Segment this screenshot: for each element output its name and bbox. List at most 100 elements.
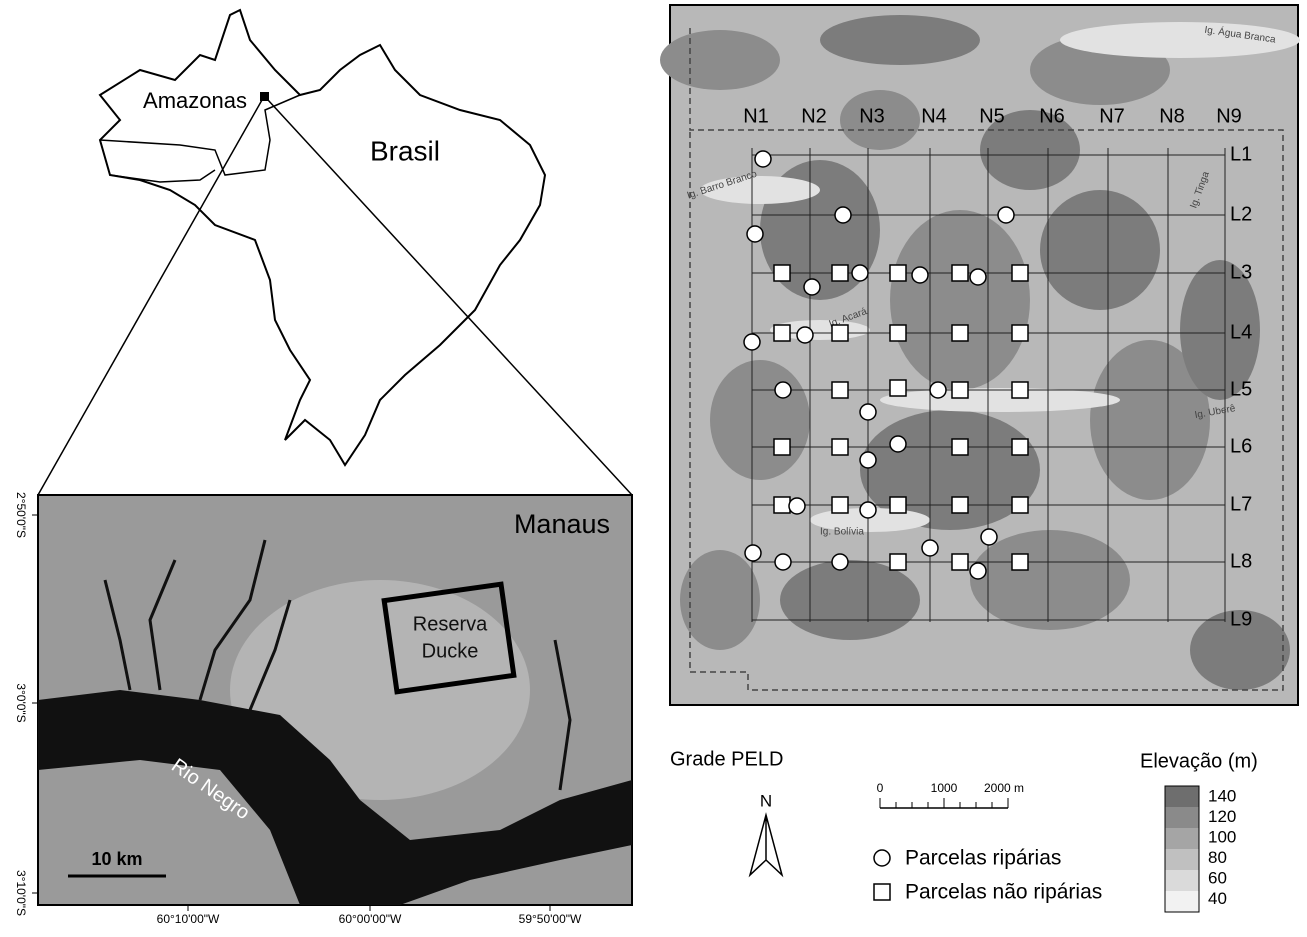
row-label: L8 [1230, 550, 1252, 572]
elevation-band [1165, 870, 1199, 891]
elevation-band [1165, 891, 1199, 912]
plot-riparian [970, 563, 986, 579]
plot-non-riparian [1012, 382, 1028, 398]
north-arrow [750, 815, 782, 875]
plot-riparian [912, 267, 928, 283]
plot-non-riparian [952, 497, 968, 513]
city-label: Manaus [514, 509, 610, 539]
high-terrain [780, 560, 920, 640]
row-label: L6 [1230, 435, 1252, 457]
plot-riparian [860, 502, 876, 518]
stream-label: Ig. Bolívia [820, 527, 864, 538]
plot-riparian [930, 382, 946, 398]
plot-non-riparian [890, 380, 906, 396]
elevation-label: 120 [1208, 807, 1236, 826]
plot-riparian [890, 436, 906, 452]
plot-riparian [860, 452, 876, 468]
plot-non-riparian [952, 265, 968, 281]
elevation-band [1165, 849, 1199, 870]
plot-non-riparian [1012, 497, 1028, 513]
plot-riparian [744, 334, 760, 350]
plot-non-riparian [1012, 265, 1028, 281]
plot-non-riparian [774, 497, 790, 513]
elevation-band [1165, 786, 1199, 807]
plot-non-riparian [832, 325, 848, 341]
legend-riparian: Parcelas ripárias [905, 847, 1061, 870]
elevation-label: 140 [1208, 786, 1236, 805]
elevation-label: 60 [1208, 868, 1227, 887]
plot-non-riparian [774, 325, 790, 341]
row-label: L3 [1230, 261, 1252, 283]
high-terrain [680, 550, 760, 650]
legend-non-riparian: Parcelas não ripárias [905, 881, 1102, 904]
plot-riparian [835, 207, 851, 223]
plot-non-riparian [1012, 554, 1028, 570]
plot-non-riparian [890, 325, 906, 341]
plot-non-riparian [890, 497, 906, 513]
elevation-band [1165, 807, 1199, 828]
plot-non-riparian [1012, 439, 1028, 455]
legend-square [874, 884, 890, 900]
high-terrain [710, 360, 810, 480]
plot-riparian [755, 151, 771, 167]
plot-riparian [797, 327, 813, 343]
plot-non-riparian [952, 554, 968, 570]
reserve-label: Ducke [422, 640, 479, 662]
latitude-label: 2°50'0"S [14, 492, 28, 538]
legend-title: Grade PELD [670, 748, 783, 770]
plot-riparian [922, 540, 938, 556]
plot-riparian [998, 207, 1014, 223]
plot-non-riparian [832, 265, 848, 281]
plot-non-riparian [890, 265, 906, 281]
plot-non-riparian [890, 554, 906, 570]
row-label: L9 [1230, 608, 1252, 630]
latitude-label: 3°0'0"S [14, 683, 28, 722]
row-label: L2 [1230, 203, 1252, 225]
zoom-line [268, 100, 632, 495]
plot-non-riparian [952, 439, 968, 455]
high-terrain [890, 210, 1030, 390]
column-label: N1 [743, 105, 769, 127]
plot-riparian [804, 279, 820, 295]
reserve-label: Reserva [413, 613, 488, 635]
column-label: N6 [1039, 105, 1065, 127]
plot-riparian [852, 265, 868, 281]
high-terrain [1040, 190, 1160, 310]
state-label: Amazonas [143, 88, 247, 113]
plot-riparian [981, 529, 997, 545]
zoom-line [38, 100, 262, 495]
column-label: N3 [859, 105, 885, 127]
scale-label: 1000 [931, 781, 958, 795]
plot-non-riparian [1012, 325, 1028, 341]
low-terrain [880, 388, 1120, 412]
high-terrain [820, 15, 980, 65]
elevation-label: 80 [1208, 848, 1227, 867]
plot-riparian [789, 498, 805, 514]
scale-label: 0 [877, 781, 884, 795]
plot-non-riparian [832, 382, 848, 398]
longitude-label: 60°00'00"W [339, 912, 402, 926]
plot-riparian [775, 554, 791, 570]
scale-label: 10 km [91, 849, 142, 869]
row-label: L7 [1230, 493, 1252, 515]
plot-non-riparian [832, 439, 848, 455]
plot-non-riparian [832, 497, 848, 513]
figure: Amazonas Brasil Reserva Ducke Manaus Rio… [0, 0, 1307, 932]
plot-non-riparian [952, 382, 968, 398]
longitude-label: 59°50'00"W [519, 912, 582, 926]
elevation-title: Elevação (m) [1140, 750, 1258, 772]
elevation-label: 40 [1208, 889, 1227, 908]
row-label: L1 [1230, 143, 1252, 165]
column-label: N5 [979, 105, 1005, 127]
country-label: Brasil [370, 135, 440, 166]
plot-non-riparian [952, 325, 968, 341]
plot-riparian [745, 545, 761, 561]
plot-riparian [860, 404, 876, 420]
north-label: N [760, 791, 772, 810]
brazil-outline [100, 10, 545, 465]
plot-non-riparian [774, 265, 790, 281]
elevation-label: 100 [1208, 827, 1236, 846]
high-terrain [970, 530, 1130, 630]
plot-riparian [775, 382, 791, 398]
plot-non-riparian [774, 439, 790, 455]
